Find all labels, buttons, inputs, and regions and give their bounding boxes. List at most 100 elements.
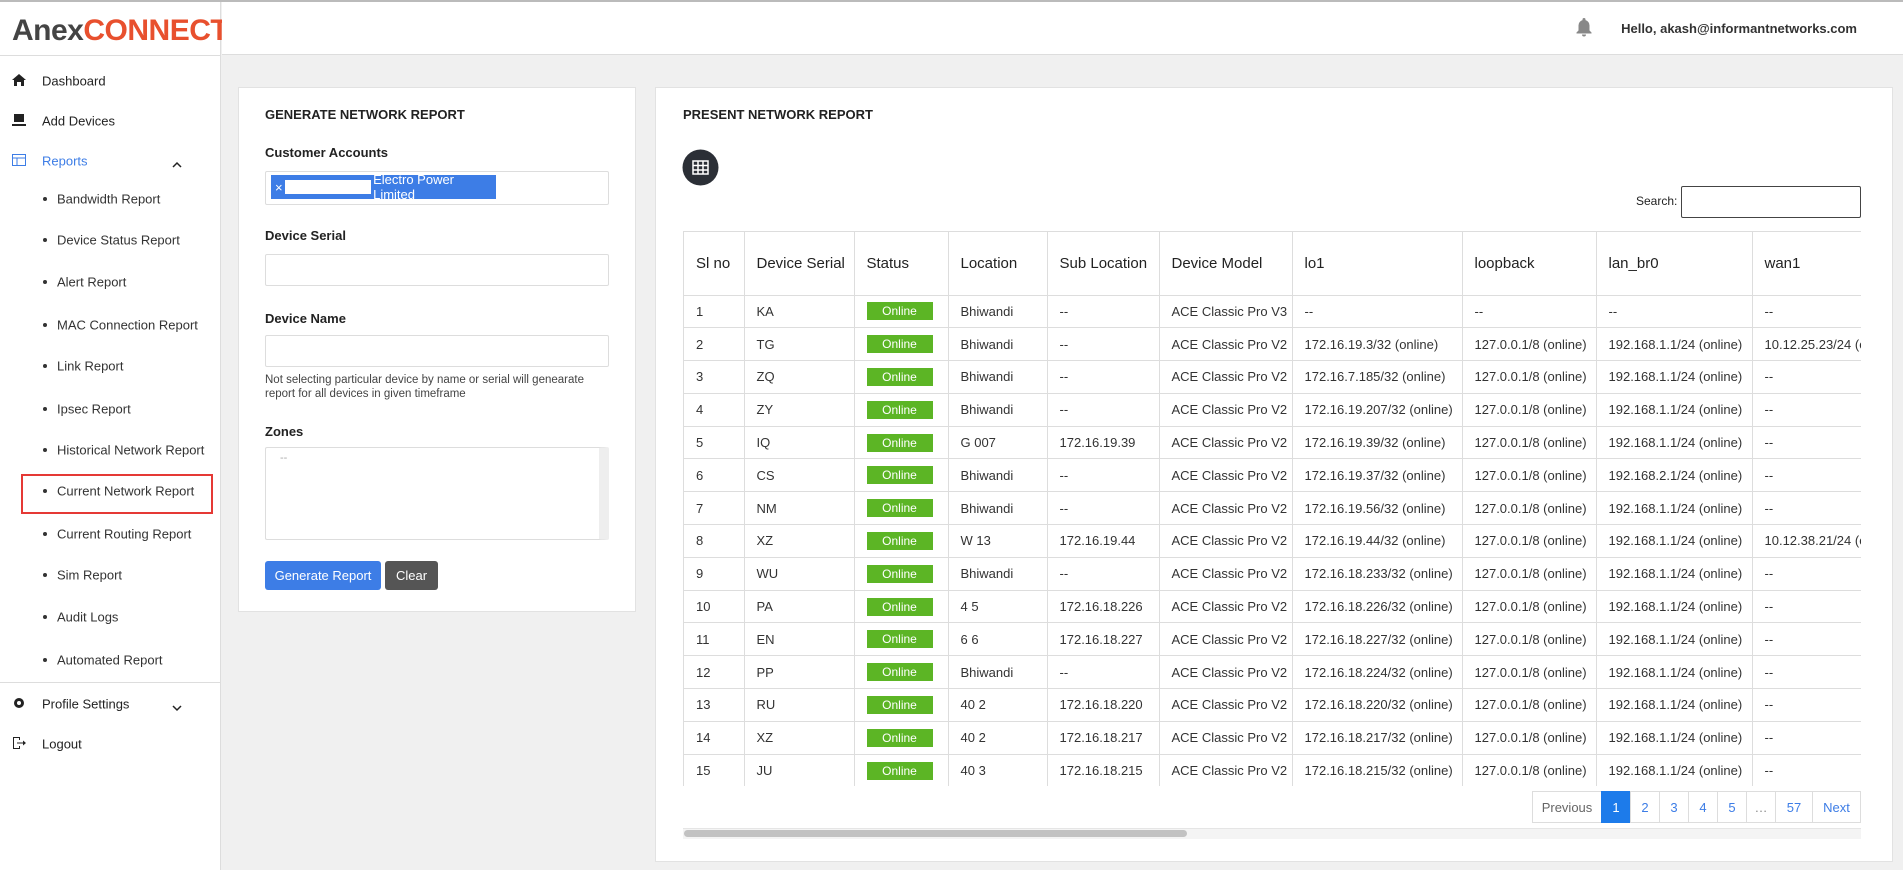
nav-item[interactable]: Reports [42, 153, 88, 169]
table-cell: -- [1047, 458, 1160, 493]
page-button[interactable]: 2 [1630, 791, 1660, 823]
sub-nav-item[interactable]: Ipsec Report [57, 401, 131, 417]
sub-nav-item[interactable]: Sim Report [57, 567, 123, 583]
table-cell: 172.16.18.227/32 (online) [1292, 622, 1463, 657]
table-row: 2 TG Online Bhiwandi -- ACE Classic Pro V2 172… [684, 327, 1861, 362]
table-cell: ACE Classic Pro V2 [1159, 360, 1293, 394]
sub-nav-item[interactable]: Alert Report [57, 274, 127, 290]
label: Device Name [265, 311, 346, 326]
nav-icon [12, 113, 26, 126]
table-cell: Online [854, 754, 949, 786]
table-cell: ZQ [744, 360, 855, 394]
status-badge: Online [866, 499, 933, 518]
card-title: GENERATE NETWORK REPORT [265, 107, 465, 122]
sub-nav-item[interactable]: Current Routing Report [57, 526, 192, 542]
table-cell: 172.16.19.3/32 (online) [1292, 327, 1463, 362]
status-badge: Online [866, 302, 933, 321]
sub-nav-item[interactable]: MAC Connection Report [57, 317, 198, 333]
sub-nav-item[interactable]: Current Network Report [57, 483, 195, 499]
chevron[interactable] [172, 699, 182, 717]
table-cell: G 007 [948, 426, 1048, 460]
table-cell: 10 [684, 590, 745, 624]
page-button[interactable]: 3 [1659, 791, 1689, 823]
table-toggle[interactable] [682, 149, 719, 186]
table-cell: 127.0.0.1/8 (online) [1462, 590, 1597, 624]
table-cell: 6 6 [948, 622, 1048, 657]
table-cell: ZY [744, 393, 855, 427]
bullet [43, 280, 47, 284]
table-cell: 127.0.0.1/8 (online) [1462, 524, 1597, 558]
status-badge: Online [866, 564, 933, 583]
table-cell: -- [1752, 655, 1861, 690]
table-cell: 172.16.18.227 [1047, 622, 1160, 657]
table-cell: -- [1752, 295, 1861, 329]
table-cell: 172.16.18.226/32 (online) [1292, 590, 1463, 624]
table-cell: 172.16.19.207/32 (online) [1292, 393, 1463, 427]
nav-item[interactable]: Logout [42, 736, 82, 752]
table-cell: 127.0.0.1/8 (online) [1462, 360, 1597, 394]
table-cell: 192.168.1.1/24 (online) [1596, 426, 1753, 460]
column-header: wan1 [1752, 232, 1861, 296]
page-button[interactable]: … [1746, 791, 1776, 823]
sub-nav-item[interactable]: Historical Network Report [57, 442, 205, 458]
table-cell: CS [744, 458, 855, 493]
table-cell: ACE Classic Pro V2 [1159, 622, 1293, 657]
table-cell: JU [744, 754, 855, 786]
table-cell: 172.16.19.44/32 (online) [1292, 524, 1463, 558]
table-cell: 172.16.18.220 [1047, 688, 1160, 722]
clear-button[interactable]: Clear [385, 561, 438, 590]
table-body: 1 KA Online Bhiwandi -- ACE Classic Pro V3 -- -… [684, 295, 1861, 786]
table-cell: ACE Classic Pro V2 [1159, 393, 1293, 427]
page-button[interactable]: 57 [1775, 791, 1813, 823]
table-cell: 172.16.18.220/32 (online) [1292, 688, 1463, 722]
table-cell: ACE Classic Pro V3 [1159, 295, 1293, 329]
table-cell: ACE Classic Pro V2 [1159, 557, 1293, 591]
table-cell: Bhiwandi [948, 393, 1048, 427]
table-cell: Bhiwandi [948, 295, 1048, 329]
table-cell: 172.16.18.215 [1047, 754, 1160, 786]
table-cell: TG [744, 327, 855, 362]
table-cell: Bhiwandi [948, 557, 1048, 591]
sub-nav-item[interactable]: Device Status Report [57, 232, 180, 248]
page-button[interactable]: Next [1812, 791, 1861, 823]
column-header: lo1 [1292, 232, 1463, 296]
table-wrapper: Sl no Device Serial Status Location Sub Loca… [683, 231, 1861, 786]
table-cell: Online [854, 426, 949, 460]
name-input[interactable] [265, 335, 609, 367]
table-cell: Online [854, 557, 949, 591]
nav-icon [12, 736, 26, 749]
logo-right: CONNECT [83, 14, 229, 47]
table-cell: 40 3 [948, 754, 1048, 786]
table-cell: 10.12.38.21/24 (o [1752, 524, 1861, 558]
search-input[interactable] [1681, 186, 1861, 218]
table-cell: ACE Classic Pro V2 [1159, 524, 1293, 558]
column-header: Device Serial [744, 232, 855, 296]
table-cell: 127.0.0.1/8 (online) [1462, 754, 1597, 786]
page-button[interactable]: Previous [1532, 791, 1602, 823]
chip: × Electro Power Limited [271, 172, 496, 202]
bell-icon[interactable] [1575, 17, 1593, 37]
table-cell: 172.16.18.217 [1047, 721, 1160, 755]
table-cell: 40 2 [948, 688, 1048, 722]
nav-item[interactable]: Dashboard [42, 73, 106, 89]
page-button[interactable]: 5 [1717, 791, 1747, 823]
serial-input[interactable] [265, 254, 609, 286]
scrollbar-thumb[interactable] [684, 830, 1187, 837]
sub-nav-item[interactable]: Bandwidth Report [57, 191, 161, 207]
sub-nav-item[interactable]: Audit Logs [57, 609, 119, 625]
page-button[interactable]: 4 [1688, 791, 1718, 823]
table-row: 1 KA Online Bhiwandi -- ACE Classic Pro V3 -- -… [684, 295, 1861, 329]
table-cell: ACE Classic Pro V2 [1159, 688, 1293, 722]
chevron[interactable] [172, 156, 182, 174]
sub-nav-item[interactable]: Link Report [57, 358, 124, 374]
page-button[interactable]: 1 [1601, 791, 1631, 823]
chip-remove[interactable]: × [275, 179, 283, 195]
sub-nav-item[interactable]: Automated Report [57, 652, 163, 668]
nav-item[interactable]: Add Devices [42, 113, 115, 129]
column-header: Device Model [1159, 232, 1293, 296]
nav-item[interactable]: Profile Settings [42, 696, 130, 712]
table-cell: -- [1752, 721, 1861, 755]
generate-button[interactable]: Generate Report [265, 561, 381, 590]
zones-select[interactable] [265, 447, 609, 540]
table-cell: 192.168.1.1/24 (online) [1596, 721, 1753, 755]
